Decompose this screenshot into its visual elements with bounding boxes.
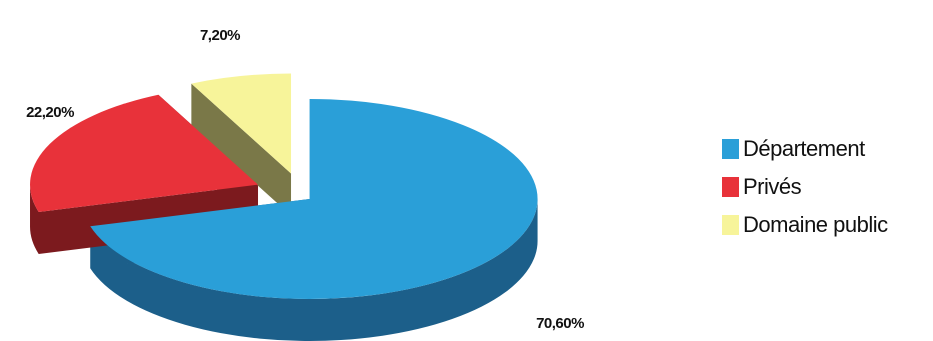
legend-item-departement: Département bbox=[722, 134, 888, 164]
legend-swatch-domaine-public bbox=[722, 215, 739, 235]
legend-label-domaine-public: Domaine public bbox=[743, 212, 888, 237]
pie-label-domaine-public: 7,20% bbox=[200, 27, 240, 44]
pie-label-prives: 22,20% bbox=[26, 104, 74, 121]
legend-label-departement: Département bbox=[743, 136, 865, 161]
pie-slice-domaine-public bbox=[191, 73, 292, 174]
pie-slice-prives bbox=[30, 94, 259, 212]
legend: Département Privés Domaine public bbox=[722, 134, 888, 240]
pie-slice-departement bbox=[90, 98, 538, 299]
pie-slices-top bbox=[30, 73, 538, 299]
pie-slice-depth-domaine-public bbox=[191, 73, 292, 216]
pie-slice-labels: 70,60% 22,20% 7,20% bbox=[26, 27, 585, 332]
legend-item-prives: Privés bbox=[722, 172, 888, 202]
legend-swatch-prives bbox=[722, 177, 739, 197]
legend-item-domaine-public: Domaine public bbox=[722, 210, 888, 240]
legend-label-prives: Privés bbox=[743, 174, 802, 199]
pie-label-departement: 70,60% bbox=[536, 315, 584, 332]
legend-swatch-departement bbox=[722, 139, 739, 159]
